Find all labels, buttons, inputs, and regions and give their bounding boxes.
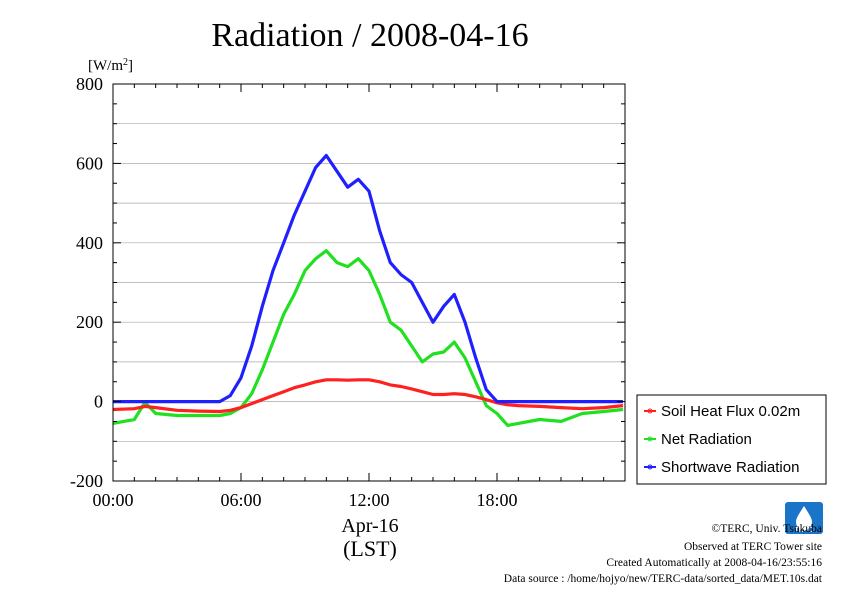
copyright-text: ©TERC, Univ. Tsukuba xyxy=(712,523,822,535)
legend-label-0: Soil Heat Flux 0.02m xyxy=(661,403,800,420)
legend-box xyxy=(636,394,827,485)
y-tick-label: 0 xyxy=(94,392,103,412)
y-tick-label: 400 xyxy=(76,233,103,253)
grid-lines xyxy=(113,123,625,442)
legend-marker-1 xyxy=(647,436,653,442)
x-tick-label: 18:00 xyxy=(476,490,517,510)
created-text: Created Automatically at 2008-04-16/23:5… xyxy=(606,557,822,569)
y-tick-label: 800 xyxy=(76,74,103,94)
legend-label-1: Net Radiation xyxy=(661,431,752,448)
x-axis-date-label: Apr-16 xyxy=(341,515,398,537)
legend: Soil Heat Flux 0.02m Net Radiation Shortwa… xyxy=(636,394,827,485)
y-axis-unit-label: [W/m2] xyxy=(88,57,133,75)
series-line-0 xyxy=(112,378,624,414)
site-text: Observed at TERC Tower site xyxy=(684,541,822,553)
credits-block: ©TERC, Univ. Tsukuba Observed at TERC To… xyxy=(504,523,823,585)
legend-marker-0 xyxy=(647,408,653,414)
axis-ticks: -200 0 200 400 600 800 00:00 06:00 12:00 18:00 xyxy=(70,74,626,510)
legend-label-2: Shortwave Radiation xyxy=(661,459,799,476)
y-tick-label: 200 xyxy=(76,312,103,332)
series-line-1 xyxy=(112,249,624,427)
source-text: Data source : /home/hojyo/new/TERC-data/… xyxy=(504,573,823,585)
x-axis-timezone-label: (LST) xyxy=(343,536,397,561)
chart-title: Radiation / 2008-04-16 xyxy=(211,17,528,54)
y-tick-label: 600 xyxy=(76,153,103,173)
x-tick-label: 12:00 xyxy=(348,490,389,510)
x-tick-label: 00:00 xyxy=(92,490,133,510)
logo-text: TERC xyxy=(794,527,813,534)
series-layer xyxy=(112,153,624,427)
series-line-2 xyxy=(113,153,623,404)
water-drop-icon xyxy=(796,506,812,530)
terc-logo: TERC xyxy=(785,502,823,534)
legend-marker-2 xyxy=(647,464,653,470)
y-tick-label: -200 xyxy=(70,471,103,491)
x-tick-label: 06:00 xyxy=(220,490,261,510)
